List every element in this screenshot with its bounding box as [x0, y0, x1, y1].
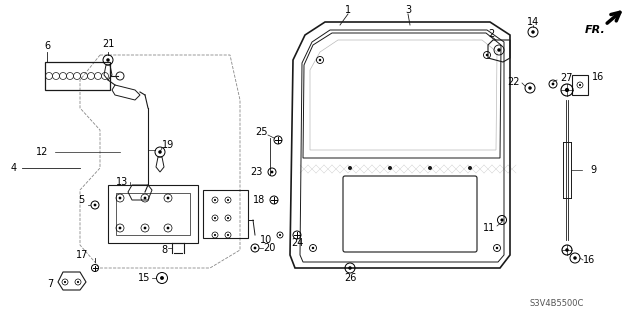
Circle shape: [496, 247, 498, 249]
Text: 11: 11: [483, 223, 495, 233]
Circle shape: [428, 166, 432, 170]
Text: 17: 17: [76, 250, 88, 260]
Text: 13: 13: [116, 177, 128, 187]
Circle shape: [106, 58, 109, 62]
Circle shape: [348, 266, 352, 270]
Text: 24: 24: [291, 238, 303, 248]
Text: 15: 15: [138, 273, 150, 283]
Circle shape: [573, 256, 577, 260]
Circle shape: [279, 234, 281, 236]
Text: 19: 19: [162, 140, 174, 150]
Circle shape: [319, 59, 321, 61]
Circle shape: [227, 199, 229, 201]
Text: 14: 14: [527, 17, 539, 27]
Circle shape: [253, 247, 257, 249]
Text: 18: 18: [253, 195, 265, 205]
Circle shape: [143, 197, 147, 199]
Text: 20: 20: [263, 243, 275, 253]
Text: 6: 6: [44, 41, 50, 51]
Circle shape: [271, 171, 273, 174]
Circle shape: [565, 248, 569, 252]
Circle shape: [565, 88, 569, 92]
Text: 3: 3: [405, 5, 411, 15]
Circle shape: [486, 54, 488, 56]
Text: 9: 9: [590, 165, 596, 175]
Text: FR.: FR.: [584, 25, 605, 35]
Text: 2: 2: [488, 29, 494, 39]
Text: 4: 4: [11, 163, 17, 173]
Text: 16: 16: [592, 72, 604, 82]
Circle shape: [93, 204, 97, 206]
Circle shape: [528, 86, 532, 90]
Text: 1: 1: [345, 5, 351, 15]
Circle shape: [312, 247, 314, 249]
Circle shape: [214, 234, 216, 236]
Circle shape: [497, 48, 500, 52]
Circle shape: [166, 197, 170, 199]
Text: 27: 27: [560, 73, 573, 83]
Text: 23: 23: [251, 167, 263, 177]
Text: 10: 10: [260, 235, 272, 245]
Text: S3V4B5500C: S3V4B5500C: [530, 299, 584, 308]
Circle shape: [214, 217, 216, 219]
Text: 22: 22: [508, 77, 520, 87]
Circle shape: [552, 83, 554, 85]
Circle shape: [143, 226, 147, 229]
Text: 8: 8: [162, 245, 168, 255]
Circle shape: [500, 219, 504, 222]
Text: 26: 26: [344, 273, 356, 283]
Circle shape: [388, 166, 392, 170]
Text: 5: 5: [77, 195, 84, 205]
Text: 25: 25: [255, 127, 268, 137]
Text: 7: 7: [47, 279, 53, 289]
Circle shape: [166, 226, 170, 229]
Text: 12: 12: [36, 147, 48, 157]
Circle shape: [158, 150, 162, 154]
Text: 16: 16: [583, 255, 595, 265]
Circle shape: [468, 166, 472, 170]
Circle shape: [118, 226, 122, 229]
Circle shape: [214, 199, 216, 201]
Circle shape: [64, 281, 66, 283]
Circle shape: [77, 281, 79, 283]
Circle shape: [348, 166, 352, 170]
Text: 21: 21: [102, 39, 114, 49]
Circle shape: [227, 217, 229, 219]
Circle shape: [160, 276, 164, 280]
Circle shape: [118, 197, 122, 199]
Circle shape: [227, 234, 229, 236]
Circle shape: [579, 84, 581, 86]
Circle shape: [531, 30, 535, 34]
